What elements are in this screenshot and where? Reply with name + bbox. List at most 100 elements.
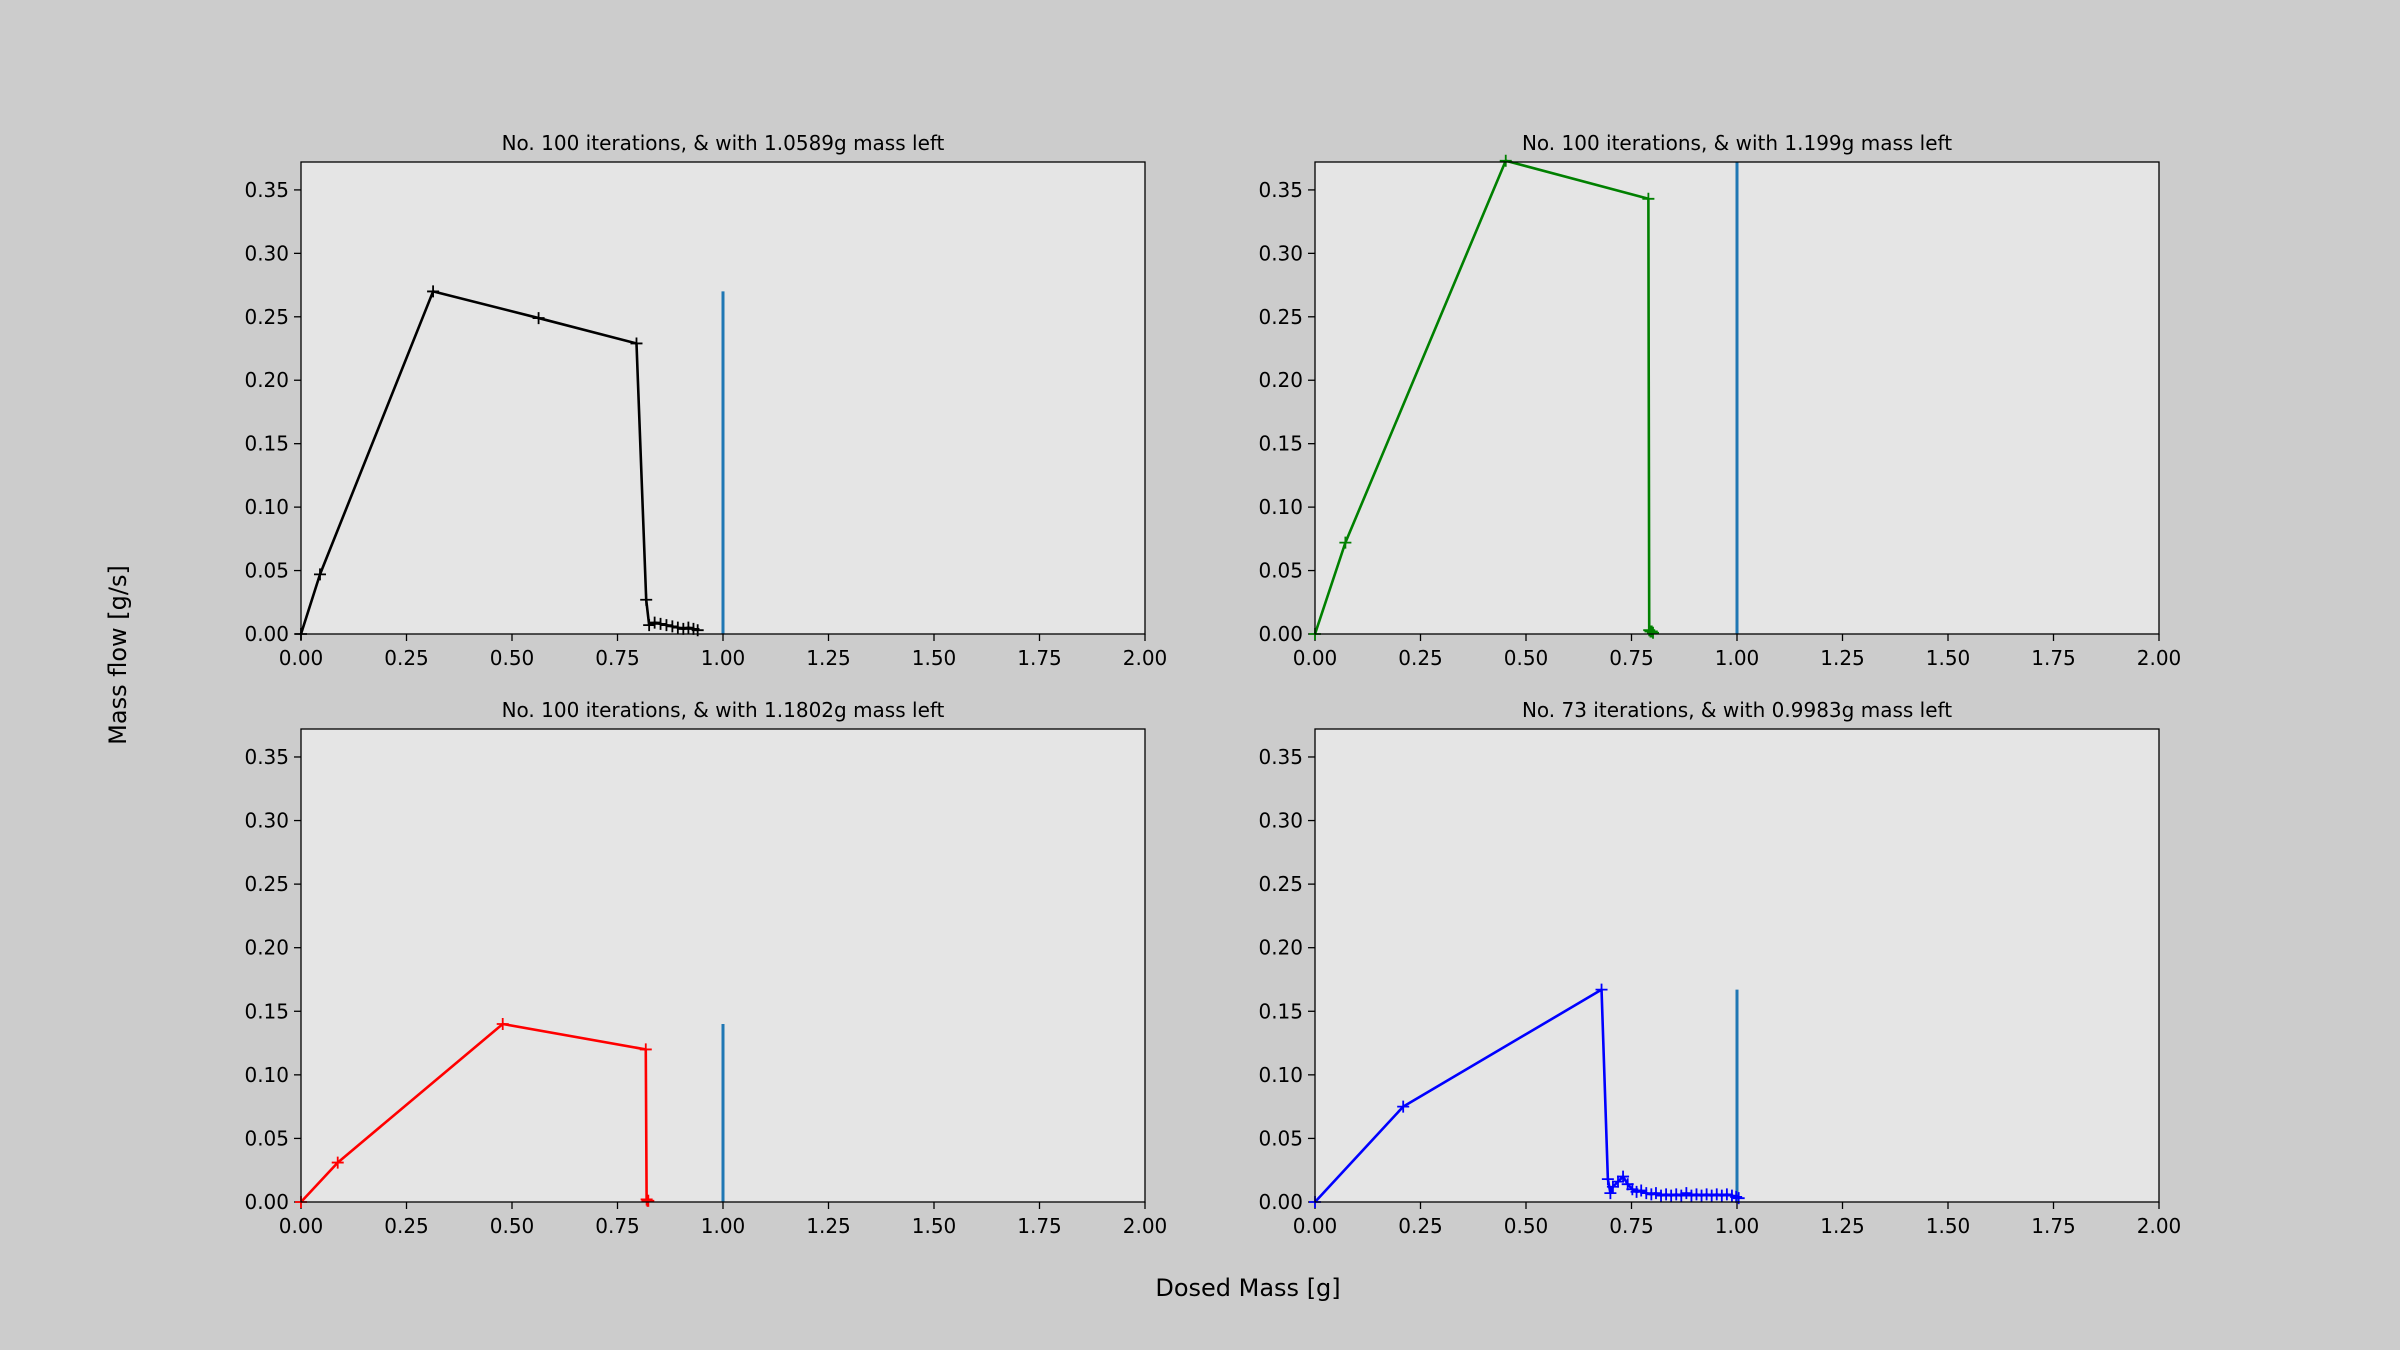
data-point-marker [677, 622, 690, 635]
x-tick-label: 2.00 [2137, 1214, 2182, 1238]
x-tick-label: 0.50 [1504, 646, 1549, 670]
data-point-marker [1606, 1180, 1619, 1193]
axes-frame [300, 161, 1146, 635]
data-point-marker [643, 619, 656, 632]
data-point-marker [1339, 536, 1352, 549]
y-tick-label: 0.05 [1258, 1126, 1303, 1150]
axes-layer: No. 100 iterations, & with 1.0589g mass … [244, 131, 2181, 1238]
subplot-title: No. 100 iterations, & with 1.1802g mass … [502, 698, 945, 722]
y-tick-label: 0.25 [244, 872, 289, 896]
x-tick-label: 0.75 [1609, 1214, 1654, 1238]
data-point-marker [532, 312, 545, 325]
x-tick-label: 0.25 [384, 646, 429, 670]
x-tick-label: 0.00 [1293, 646, 1338, 670]
x-tick-label: 0.50 [490, 646, 535, 670]
y-tick-label: 0.20 [244, 936, 289, 960]
data-point-marker [1617, 1170, 1630, 1183]
axes-frame [1314, 161, 2160, 635]
data-point-marker [313, 568, 326, 581]
x-tick-label: 2.00 [1123, 646, 1168, 670]
y-tick-label: 0.00 [244, 1190, 289, 1214]
x-tick-label: 0.25 [1398, 646, 1443, 670]
data-point-marker [654, 617, 667, 630]
data-point-marker [331, 1156, 344, 1169]
x-tick-label: 1.00 [1715, 646, 1760, 670]
x-tick-label: 1.00 [701, 1214, 746, 1238]
x-tick-label: 1.75 [1017, 1214, 1062, 1238]
x-tick-label: 1.00 [701, 646, 746, 670]
data-point-marker [1499, 154, 1512, 167]
x-tick-label: 1.75 [2031, 1214, 2076, 1238]
x-tick-label: 1.00 [1715, 1214, 1760, 1238]
subplot-2: No. 100 iterations, & with 1.199g mass l… [1258, 131, 2181, 670]
data-point-marker [1595, 983, 1608, 996]
data-point-marker [1690, 1188, 1703, 1201]
x-tick-label: 1.25 [806, 1214, 851, 1238]
y-tick-label: 0.15 [244, 432, 289, 456]
x-axis-label: Dosed Mass [g] [1155, 1274, 1340, 1302]
data-point-marker [1715, 1189, 1728, 1202]
y-tick-label: 0.30 [1258, 241, 1303, 265]
data-point-marker [1645, 625, 1658, 638]
data-point-marker [1705, 1189, 1718, 1202]
subplot-1: No. 100 iterations, & with 1.0589g mass … [244, 131, 1167, 670]
data-point-marker [1642, 192, 1655, 205]
data-point-marker [1665, 1189, 1678, 1202]
y-tick-label: 0.10 [244, 495, 289, 519]
x-tick-label: 0.50 [490, 1214, 535, 1238]
data-point-marker [682, 621, 695, 634]
data-point-marker [1695, 1189, 1708, 1202]
data-point-marker [1720, 1188, 1733, 1201]
data-point-marker [1730, 1190, 1743, 1203]
y-tick-label: 0.25 [1258, 305, 1303, 329]
data-point-marker [630, 337, 643, 350]
data-point-marker [666, 620, 679, 633]
data-point-marker [1601, 1173, 1614, 1186]
y-tick-label: 0.25 [1258, 872, 1303, 896]
subplot-title: No. 100 iterations, & with 1.0589g mass … [502, 131, 945, 155]
x-tick-label: 1.25 [1820, 1214, 1865, 1238]
x-tick-label: 1.75 [2031, 646, 2076, 670]
x-tick-label: 0.00 [1293, 1214, 1338, 1238]
subplot-title: No. 73 iterations, & with 0.9983g mass l… [1522, 698, 1952, 722]
y-tick-label: 0.15 [1258, 432, 1303, 456]
y-tick-label: 0.00 [244, 622, 289, 646]
axes-frame [1314, 728, 2160, 1203]
x-tick-label: 1.25 [1820, 646, 1865, 670]
y-tick-label: 0.15 [244, 999, 289, 1023]
data-point-marker [1604, 1187, 1617, 1200]
x-tick-label: 0.75 [1609, 646, 1654, 670]
y-axis-label: Mass flow [g/s] [104, 565, 132, 745]
x-tick-label: 2.00 [2137, 646, 2182, 670]
y-tick-label: 0.00 [1258, 1190, 1303, 1214]
y-tick-label: 0.35 [1258, 745, 1303, 769]
x-tick-label: 0.75 [595, 1214, 640, 1238]
y-tick-label: 0.30 [244, 809, 289, 833]
data-point-marker [1655, 1189, 1668, 1202]
y-tick-label: 0.05 [1258, 559, 1303, 583]
y-tick-label: 0.15 [1258, 999, 1303, 1023]
data-point-marker [1680, 1187, 1693, 1200]
data-point-marker [671, 621, 684, 634]
y-tick-label: 0.05 [244, 559, 289, 583]
data-point-marker [1685, 1189, 1698, 1202]
y-tick-label: 0.10 [244, 1063, 289, 1087]
x-tick-label: 0.00 [279, 1214, 324, 1238]
data-point-marker [496, 1017, 509, 1030]
x-tick-label: 0.25 [1398, 1214, 1443, 1238]
y-tick-label: 0.25 [244, 305, 289, 329]
subplot-3: No. 100 iterations, & with 1.1802g mass … [244, 698, 1167, 1238]
y-tick-label: 0.20 [1258, 368, 1303, 392]
data-point-marker [639, 1043, 652, 1056]
y-tick-label: 0.35 [1258, 178, 1303, 202]
x-tick-label: 1.25 [806, 646, 851, 670]
x-tick-label: 1.50 [912, 646, 957, 670]
x-tick-label: 0.00 [279, 646, 324, 670]
data-point-marker [1660, 1188, 1673, 1201]
y-tick-label: 0.30 [244, 241, 289, 265]
data-point-marker [1670, 1188, 1683, 1201]
x-tick-label: 2.00 [1123, 1214, 1168, 1238]
subplot-title: No. 100 iterations, & with 1.199g mass l… [1522, 131, 1952, 155]
y-tick-label: 0.00 [1258, 622, 1303, 646]
